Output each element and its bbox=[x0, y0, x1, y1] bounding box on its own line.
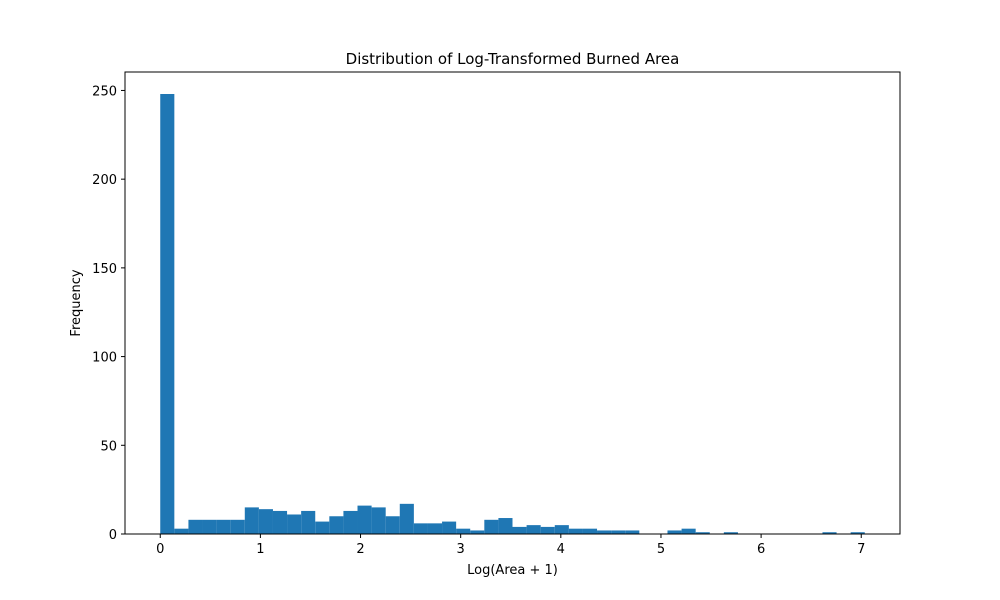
histogram-bar bbox=[329, 516, 344, 534]
y-axis-label: Frequency bbox=[69, 269, 84, 336]
histogram-bar bbox=[540, 526, 555, 534]
histogram-bar bbox=[498, 518, 513, 534]
x-axis-label: Log(Area + 1) bbox=[467, 563, 558, 578]
histogram-bar bbox=[667, 530, 682, 534]
histogram-bar bbox=[681, 528, 696, 534]
histogram-bar bbox=[413, 523, 428, 534]
y-tick-label: 250 bbox=[92, 84, 117, 99]
histogram-bar bbox=[315, 521, 330, 534]
histogram-bar bbox=[427, 523, 443, 534]
y-tick-label: 200 bbox=[92, 173, 117, 188]
histogram-bar bbox=[357, 505, 372, 534]
y-tick-label: 150 bbox=[92, 262, 117, 277]
x-tick-label: 1 bbox=[256, 542, 264, 557]
histogram-bar bbox=[371, 507, 386, 534]
x-tick-label: 4 bbox=[557, 542, 565, 557]
histogram-bar bbox=[625, 530, 640, 534]
plot-frame bbox=[124, 71, 901, 535]
histogram-bar bbox=[850, 532, 865, 534]
histogram-bar bbox=[188, 519, 203, 534]
histogram-bar bbox=[343, 510, 358, 534]
histogram-bar bbox=[822, 532, 837, 534]
y-tick-label: 50 bbox=[100, 439, 117, 454]
histogram-bar bbox=[160, 94, 175, 534]
histogram-bar bbox=[230, 519, 245, 534]
histogram-bar bbox=[442, 521, 457, 534]
histogram-bar bbox=[202, 519, 217, 534]
x-tick-label: 6 bbox=[757, 542, 765, 557]
histogram-bar bbox=[512, 526, 527, 534]
x-tick-label: 3 bbox=[457, 542, 465, 557]
histogram-bar bbox=[258, 509, 273, 534]
histogram-bar bbox=[723, 532, 738, 534]
histogram-bar bbox=[301, 510, 316, 534]
histogram-bar bbox=[456, 528, 471, 534]
y-axis-ticks: 0 50 100 150 200 250 bbox=[92, 84, 125, 543]
histogram-bar bbox=[385, 516, 400, 534]
y-tick-label: 100 bbox=[92, 351, 117, 366]
histogram-bar bbox=[568, 528, 583, 534]
histogram-bar bbox=[695, 532, 710, 534]
y-tick-label: 0 bbox=[109, 528, 117, 543]
histogram-bar bbox=[399, 503, 414, 534]
histogram-bar bbox=[174, 528, 189, 534]
histogram-bar bbox=[597, 530, 612, 534]
histogram-bar bbox=[526, 525, 541, 534]
chart-title: Distribution of Log-Transformed Burned A… bbox=[346, 50, 680, 68]
histogram-bar bbox=[287, 514, 302, 534]
x-axis-ticks: 0 1 2 3 4 5 6 7 bbox=[156, 534, 865, 557]
histogram-bars bbox=[160, 94, 865, 534]
x-tick-label: 2 bbox=[356, 542, 364, 557]
histogram-bar bbox=[470, 530, 485, 534]
histogram-bar bbox=[484, 519, 499, 534]
histogram-bar bbox=[216, 519, 231, 534]
histogram-bar bbox=[554, 525, 569, 534]
histogram-bar bbox=[582, 528, 598, 534]
histogram-bar bbox=[244, 507, 259, 534]
x-tick-label: 5 bbox=[657, 542, 665, 557]
histogram-bar bbox=[272, 510, 288, 534]
x-tick-label: 7 bbox=[857, 542, 865, 557]
x-tick-label: 0 bbox=[156, 542, 164, 557]
histogram-bar bbox=[611, 530, 626, 534]
